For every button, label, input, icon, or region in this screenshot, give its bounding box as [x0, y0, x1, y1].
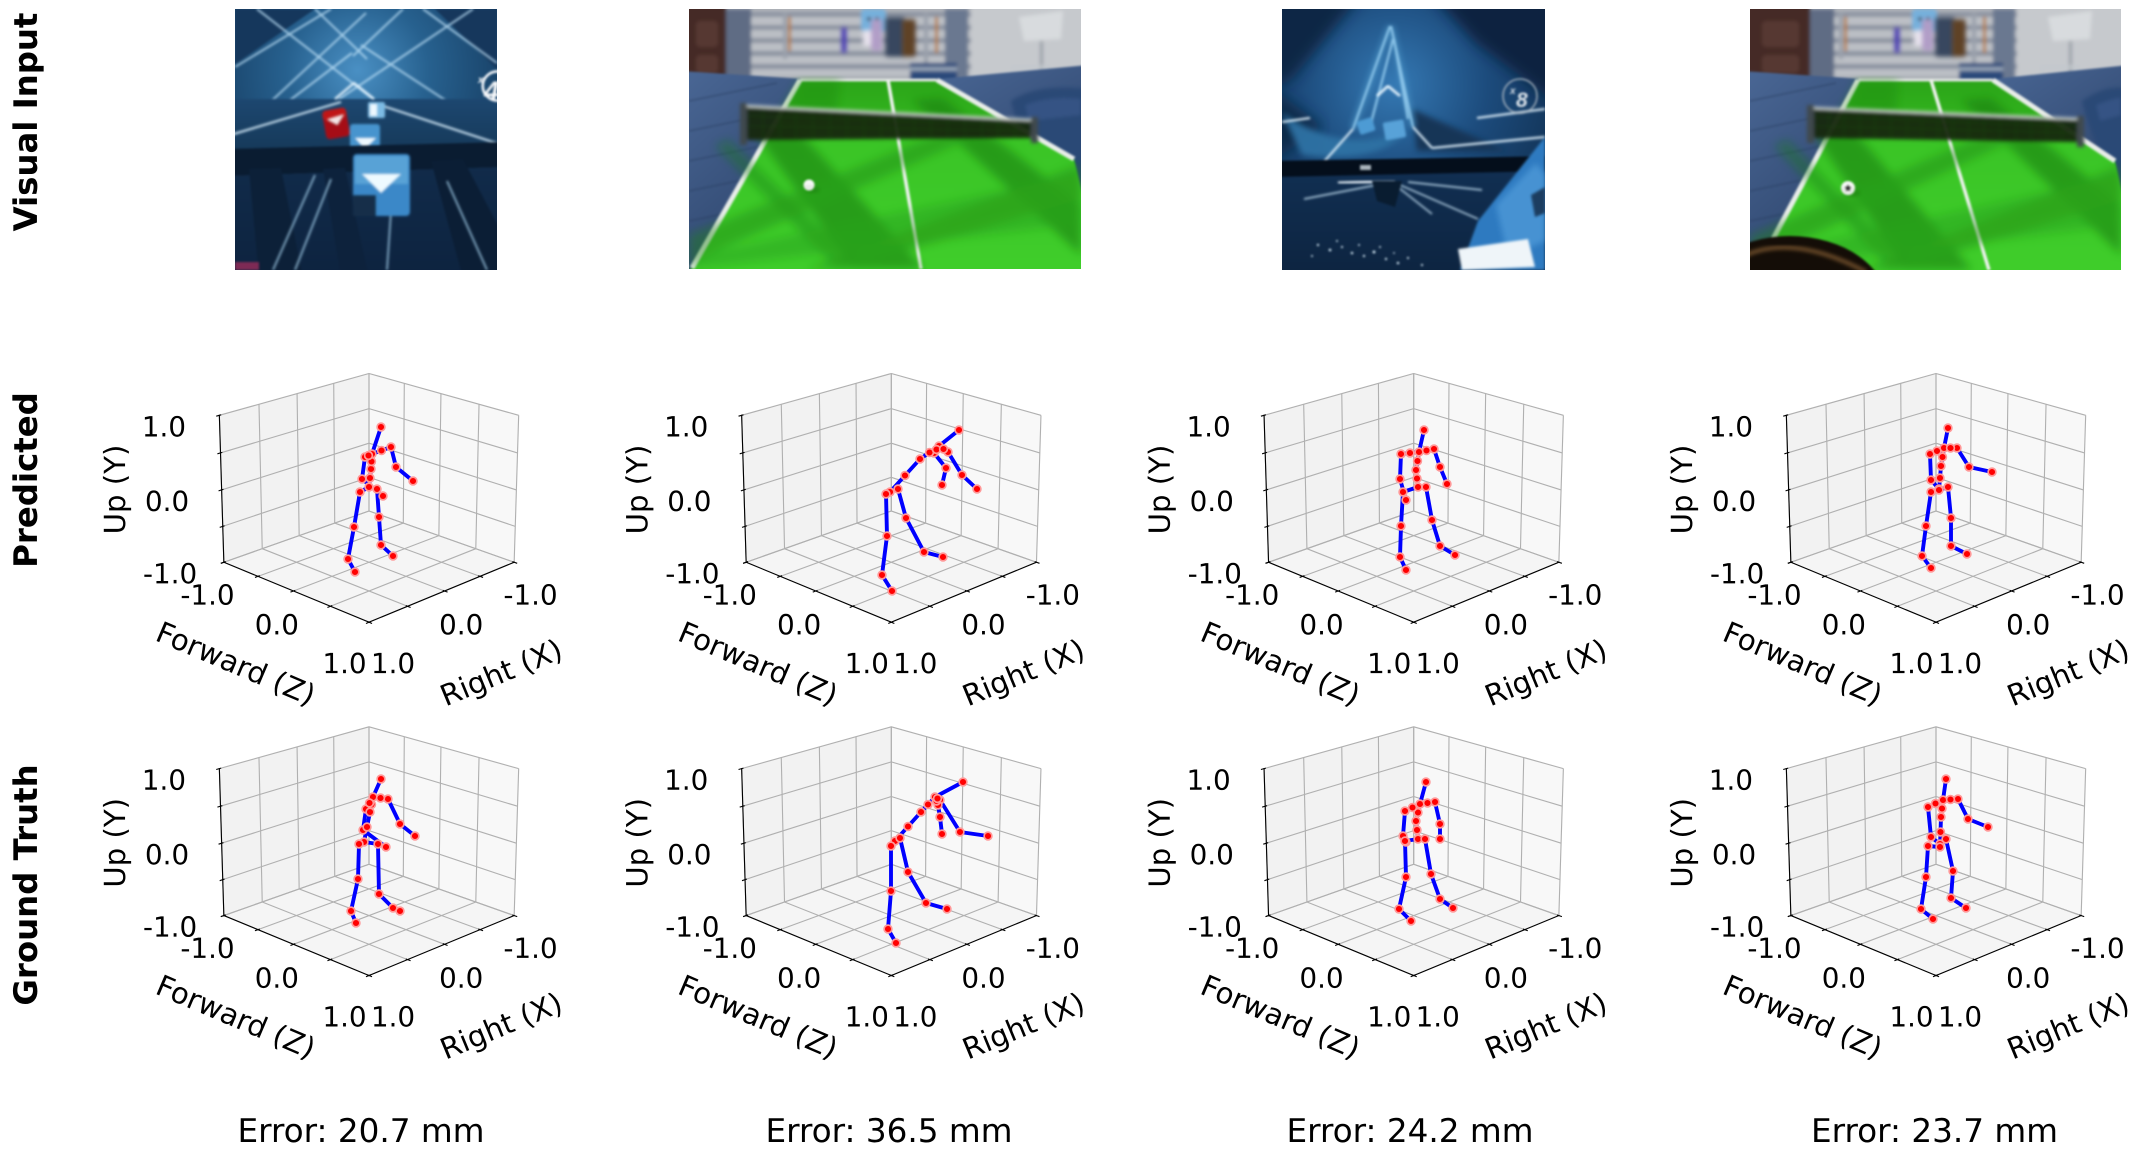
- svg-text:4: 4: [483, 76, 497, 106]
- svg-text:x: x: [477, 75, 484, 86]
- svg-text:8: 8: [1516, 89, 1528, 112]
- svg-text:x: x: [1509, 86, 1516, 97]
